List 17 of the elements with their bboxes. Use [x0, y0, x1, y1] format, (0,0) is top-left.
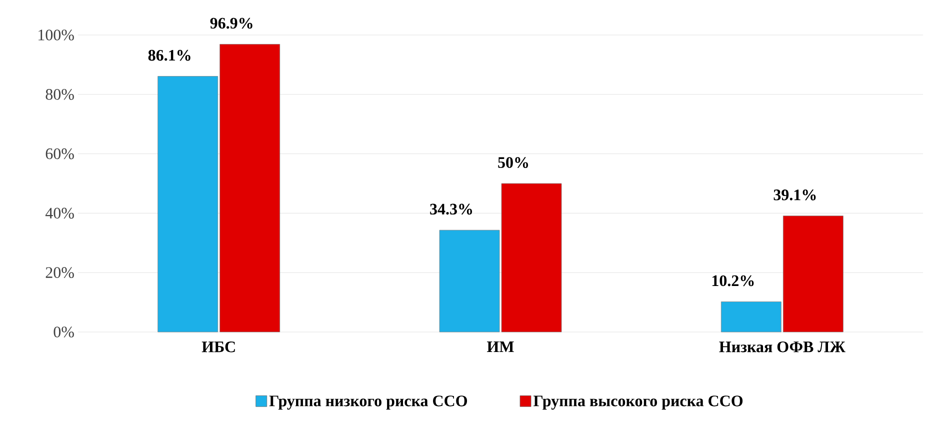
- y-tick-label: 100%: [38, 30, 74, 40]
- y-tick-label: 60%: [46, 148, 74, 160]
- data-label: 50%: [498, 157, 528, 168]
- y-tick-label: 80%: [46, 88, 74, 100]
- y-tick-label: 40%: [45, 208, 74, 219]
- data-label: 39.1%: [774, 189, 816, 200]
- data-label: 96.9%: [210, 18, 252, 29]
- legend-label: Группа низкого риска ССО: [269, 396, 468, 410]
- data-label: 34.3%: [430, 204, 472, 215]
- y-tick-label: 0%: [54, 326, 74, 338]
- x-tick-label: Низкая ОФВ ЛЖ: [719, 342, 846, 352]
- x-tick-label: ИМ: [487, 342, 514, 352]
- legend-label: Группа высокого риска ССО: [534, 396, 743, 410]
- x-tick-label: ИБС: [202, 342, 235, 352]
- data-label: 86.1%: [148, 50, 190, 61]
- data-label: 10.2%: [712, 275, 754, 286]
- y-tick-label: 20%: [46, 267, 74, 278]
